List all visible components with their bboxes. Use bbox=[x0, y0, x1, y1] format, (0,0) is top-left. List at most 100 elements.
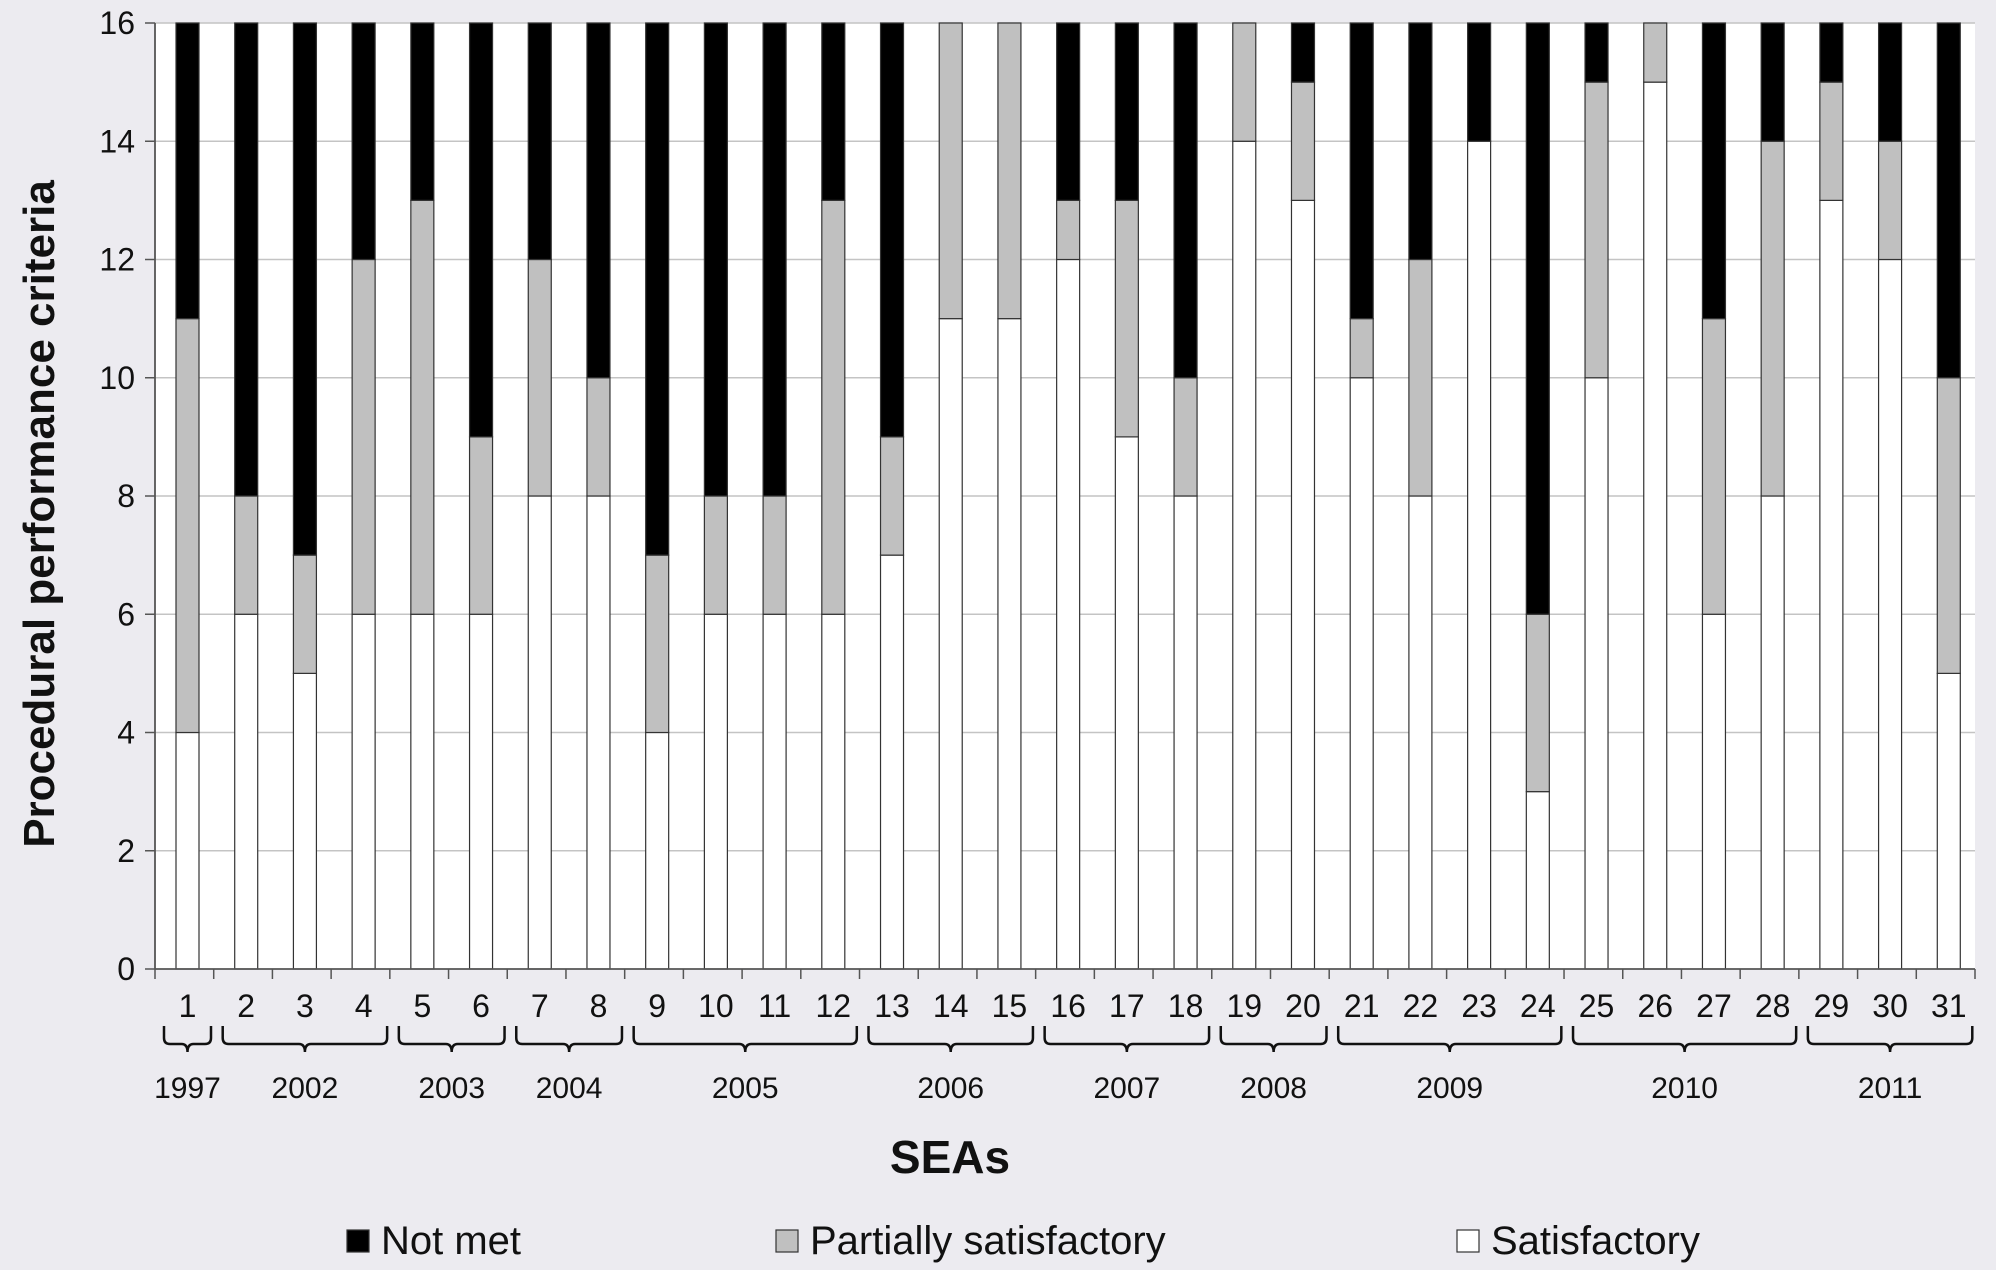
x-tick-label: 19 bbox=[1226, 988, 1262, 1024]
year-label: 2007 bbox=[1093, 1072, 1160, 1105]
y-tick-label: 2 bbox=[117, 833, 135, 869]
bar-segment-satisfactory bbox=[1232, 140, 1257, 970]
x-tick-label: 23 bbox=[1461, 988, 1497, 1024]
bar-segment-partially-satisfactory bbox=[234, 495, 259, 615]
x-tick-label: 3 bbox=[296, 988, 314, 1024]
bar-segment-satisfactory bbox=[527, 495, 552, 970]
x-tick-label: 7 bbox=[531, 988, 549, 1024]
x-tick-label: 5 bbox=[413, 988, 431, 1024]
bar-segment-satisfactory bbox=[1819, 199, 1844, 970]
y-tick-label: 10 bbox=[99, 360, 135, 396]
bar-segment-not-met bbox=[410, 22, 435, 201]
bar-segment-not-met bbox=[527, 22, 552, 261]
year-label: 2008 bbox=[1240, 1072, 1307, 1105]
bar-segment-satisfactory bbox=[1349, 377, 1374, 970]
y-tick-label: 4 bbox=[117, 715, 135, 751]
x-tick-label: 12 bbox=[816, 988, 852, 1024]
bar-segment-not-met bbox=[762, 22, 787, 497]
legend-swatch bbox=[1456, 1229, 1480, 1253]
bar-segment-satisfactory bbox=[1056, 258, 1081, 970]
x-tick-label: 10 bbox=[698, 988, 734, 1024]
bar-segment-satisfactory bbox=[234, 613, 259, 970]
year-label: 2004 bbox=[536, 1072, 603, 1105]
bar-segment-satisfactory bbox=[645, 731, 670, 970]
bar-segment-not-met bbox=[586, 22, 611, 379]
bar-segment-not-met bbox=[468, 22, 494, 438]
bar-segment-satisfactory bbox=[1114, 436, 1139, 970]
x-tick-label: 13 bbox=[874, 988, 910, 1024]
bar-segment-not-met bbox=[1584, 22, 1609, 83]
bar-segment-satisfactory bbox=[1584, 377, 1609, 970]
bar-segment-not-met bbox=[879, 22, 905, 438]
bar-segment-satisfactory bbox=[1701, 613, 1727, 970]
bar-segment-satisfactory bbox=[1467, 140, 1492, 970]
bar-segment-not-met bbox=[1701, 22, 1727, 320]
x-tick-label: 22 bbox=[1403, 988, 1439, 1024]
legend-label: Satisfactory bbox=[1491, 1219, 1700, 1263]
year-label: 2005 bbox=[712, 1072, 779, 1105]
y-tick-label: 6 bbox=[117, 596, 135, 632]
bar-segment-partially-satisfactory bbox=[351, 258, 376, 615]
bar-segment-not-met bbox=[1114, 22, 1139, 201]
bar-segment-partially-satisfactory bbox=[1643, 22, 1668, 83]
year-bracket bbox=[162, 1026, 213, 1053]
x-tick-label: 9 bbox=[648, 988, 666, 1024]
year-bracket bbox=[867, 1026, 1035, 1053]
y-tick-label: 14 bbox=[99, 123, 135, 159]
x-tick-label: 18 bbox=[1168, 988, 1204, 1024]
x-tick-label: 29 bbox=[1814, 988, 1850, 1024]
x-tick-label: 6 bbox=[472, 988, 490, 1024]
bar-segment-not-met bbox=[1760, 22, 1785, 142]
y-tick-label: 16 bbox=[99, 5, 135, 41]
bar-segment-satisfactory bbox=[410, 613, 435, 970]
bar-segment-satisfactory bbox=[468, 613, 494, 970]
bar-segment-partially-satisfactory bbox=[1290, 81, 1316, 201]
x-tick-label: 28 bbox=[1755, 988, 1791, 1024]
x-tick-label: 31 bbox=[1931, 988, 1967, 1024]
bar-segment-partially-satisfactory bbox=[762, 495, 787, 615]
year-bracket bbox=[632, 1026, 859, 1053]
bar-segment-satisfactory bbox=[351, 613, 376, 970]
bar-segment-satisfactory bbox=[762, 613, 787, 970]
x-tick-label: 30 bbox=[1872, 988, 1908, 1024]
bar-segment-partially-satisfactory bbox=[1349, 318, 1374, 379]
x-tick-label: 17 bbox=[1109, 988, 1145, 1024]
x-tick-label: 8 bbox=[590, 988, 608, 1024]
bar-segment-partially-satisfactory bbox=[527, 258, 552, 497]
bar-segment-partially-satisfactory bbox=[821, 199, 846, 615]
x-tick-label: 15 bbox=[992, 988, 1028, 1024]
bar-segment-satisfactory bbox=[821, 613, 846, 970]
bar-segment-not-met bbox=[1467, 22, 1492, 142]
year-bracket bbox=[221, 1026, 389, 1053]
bar-segment-not-met bbox=[1173, 22, 1198, 379]
bar-segment-not-met bbox=[292, 22, 318, 556]
bar-segment-partially-satisfactory bbox=[1760, 140, 1785, 497]
bar-segment-satisfactory bbox=[1408, 495, 1433, 970]
year-bracket bbox=[1336, 1026, 1563, 1053]
y-tick-label: 8 bbox=[117, 478, 135, 514]
bar-segment-partially-satisfactory bbox=[175, 318, 200, 734]
year-bracket bbox=[1571, 1026, 1798, 1053]
bar-segment-not-met bbox=[1936, 22, 1961, 379]
bar-segment-partially-satisfactory bbox=[1525, 613, 1550, 793]
bar-segment-partially-satisfactory bbox=[1056, 199, 1081, 261]
bar-segment-partially-satisfactory bbox=[1701, 318, 1727, 615]
x-tick-label: 26 bbox=[1637, 988, 1673, 1024]
x-tick-label: 25 bbox=[1579, 988, 1615, 1024]
bar-segment-partially-satisfactory bbox=[703, 495, 728, 615]
bar-segment-partially-satisfactory bbox=[1114, 199, 1139, 438]
bar-segment-partially-satisfactory bbox=[1584, 81, 1609, 379]
bar-segment-not-met bbox=[821, 22, 846, 201]
year-bracket bbox=[1043, 1026, 1211, 1053]
bar-segment-satisfactory bbox=[1173, 495, 1198, 970]
bar-segment-satisfactory bbox=[997, 318, 1022, 970]
bar-segment-not-met bbox=[645, 22, 670, 556]
bar-segment-not-met bbox=[175, 22, 200, 320]
bar-segment-not-met bbox=[1877, 22, 1903, 142]
x-tick-label: 2 bbox=[237, 988, 255, 1024]
bar-segment-partially-satisfactory bbox=[997, 22, 1022, 320]
bar-segment-satisfactory bbox=[1525, 791, 1550, 970]
bar-segment-satisfactory bbox=[938, 318, 963, 970]
bar-segment-partially-satisfactory bbox=[586, 377, 611, 497]
